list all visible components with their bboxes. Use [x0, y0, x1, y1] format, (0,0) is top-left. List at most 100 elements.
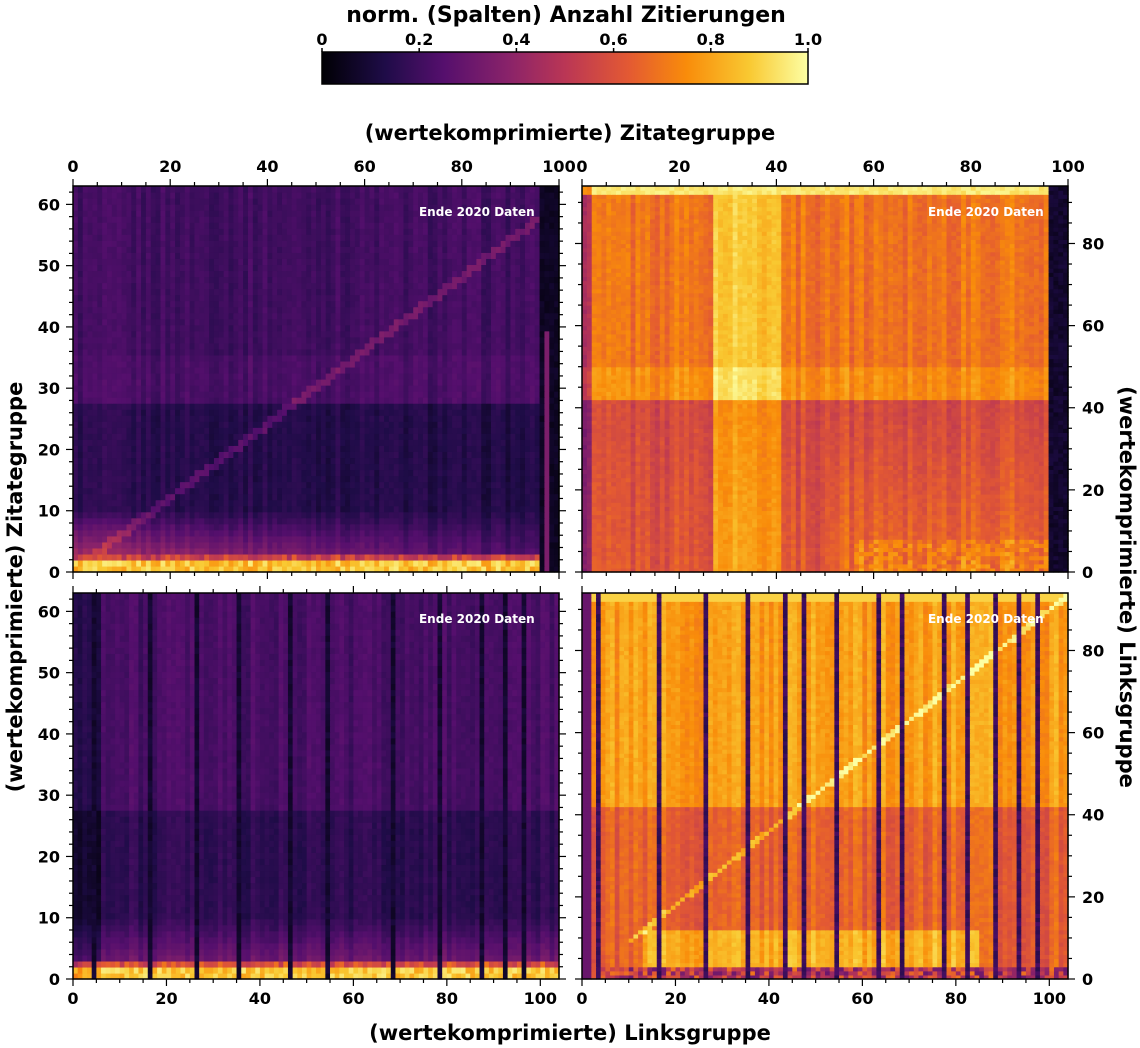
heatmap-cell — [316, 547, 322, 555]
heatmap-cell — [422, 409, 429, 416]
heatmap-cell — [505, 415, 511, 422]
heatmap-cell — [369, 505, 375, 513]
heatmap-cell — [384, 547, 390, 555]
heatmap-cell — [165, 433, 171, 440]
heatmap-cell — [296, 541, 303, 549]
heatmap-cell — [277, 360, 283, 368]
heatmap-cell — [364, 541, 371, 549]
heatmap-cell — [116, 306, 123, 314]
heatmap-cell — [354, 270, 361, 278]
heatmap-cell — [369, 288, 375, 296]
heatmap-cell — [306, 270, 312, 278]
heatmap-cell — [209, 445, 215, 452]
heatmap-cell — [316, 565, 322, 573]
heatmap-cell — [515, 421, 521, 428]
heatmap-cell — [267, 559, 273, 567]
heatmap-cell — [170, 409, 176, 416]
heatmap-cell — [398, 523, 405, 531]
heatmap-cell — [471, 306, 477, 314]
heatmap-cell — [529, 318, 536, 326]
heatmap-cell — [384, 294, 390, 302]
heatmap-cell — [262, 529, 268, 537]
heatmap-cell — [184, 499, 191, 507]
heatmap-cell — [403, 481, 409, 489]
heatmap-cell — [384, 535, 390, 543]
heatmap-cell — [447, 463, 453, 471]
heatmap-cell — [466, 493, 473, 501]
heatmap-cell — [330, 270, 337, 278]
heatmap-cell — [247, 499, 254, 507]
heatmap-cell — [403, 397, 409, 404]
heatmap-cell — [466, 463, 473, 471]
heatmap-cell — [320, 282, 327, 290]
heatmap-cell — [369, 529, 375, 537]
heatmap-cell — [204, 336, 210, 344]
heatmap-cell — [243, 276, 249, 284]
heatmap-cell — [515, 541, 521, 549]
heatmap-cell — [170, 312, 176, 320]
heatmap-cell — [184, 324, 191, 332]
heatmap-cell — [92, 517, 98, 525]
heatmap-cell — [529, 415, 536, 422]
heatmap-cell — [437, 565, 443, 573]
heatmap-cell — [452, 270, 458, 278]
heatmap-cell — [194, 547, 200, 555]
heatmap-cell — [486, 276, 492, 284]
heatmap-cell — [369, 330, 375, 338]
heatmap-cell — [393, 342, 400, 350]
heatmap-cell — [544, 415, 550, 422]
heatmap-cell — [136, 282, 142, 290]
heatmap-cell — [73, 439, 79, 446]
heatmap-cell — [403, 270, 409, 278]
heatmap-cell — [126, 385, 132, 392]
heatmap-cell — [87, 294, 94, 302]
heatmap-cell — [539, 505, 546, 513]
heatmap-cell — [252, 318, 259, 326]
heatmap-cell — [447, 517, 453, 525]
heatmap-cell — [408, 421, 414, 428]
heatmap-cell — [427, 541, 434, 549]
heatmap-cell — [243, 451, 249, 459]
right-y-axis-title: (wertekomprimierte) Linksgruppe — [1115, 386, 1139, 788]
heatmap-cell — [131, 397, 137, 404]
heatmap-cell — [102, 511, 108, 519]
heatmap-cell — [286, 330, 293, 338]
heatmap-cell — [330, 433, 337, 440]
heatmap-cell — [179, 529, 186, 537]
heatmap-cell — [345, 487, 351, 495]
heatmap-cell — [218, 330, 225, 338]
heatmap-cell — [281, 330, 288, 338]
heatmap-cell — [520, 511, 526, 519]
heatmap-cell — [539, 306, 546, 314]
heatmap-cell — [476, 360, 482, 368]
heatmap-cell — [296, 300, 303, 308]
heatmap-cell — [505, 445, 511, 452]
heatmap-cell — [432, 499, 439, 507]
heatmap-cell — [73, 421, 79, 428]
heatmap-cell — [218, 559, 225, 567]
heatmap-cell — [252, 306, 259, 314]
heatmap-cell — [476, 469, 482, 477]
heatmap-cell — [82, 445, 89, 452]
heatmap-cell — [374, 342, 380, 350]
heatmap-cell — [388, 493, 395, 501]
heatmap-cell — [510, 511, 516, 519]
heatmap-cell — [515, 445, 521, 452]
heatmap-cell — [359, 493, 366, 501]
heatmap-cell — [141, 463, 147, 471]
heatmap-cell — [267, 439, 273, 446]
heatmap-cell — [194, 306, 200, 314]
heatmap-cell — [354, 547, 361, 555]
heatmap-cell — [262, 409, 268, 416]
heatmap-cell — [306, 342, 312, 350]
heatmap-cell — [267, 523, 273, 531]
heatmap-cell — [179, 366, 186, 374]
heatmap-cell — [77, 463, 84, 471]
heatmap-cell — [408, 445, 414, 452]
heatmap-cell — [359, 330, 366, 338]
heatmap-cell — [73, 547, 79, 555]
heatmap-cell — [374, 487, 380, 495]
heatmap-cell — [345, 553, 351, 561]
heatmap-cell — [320, 324, 327, 332]
heatmap-cell — [92, 523, 98, 531]
